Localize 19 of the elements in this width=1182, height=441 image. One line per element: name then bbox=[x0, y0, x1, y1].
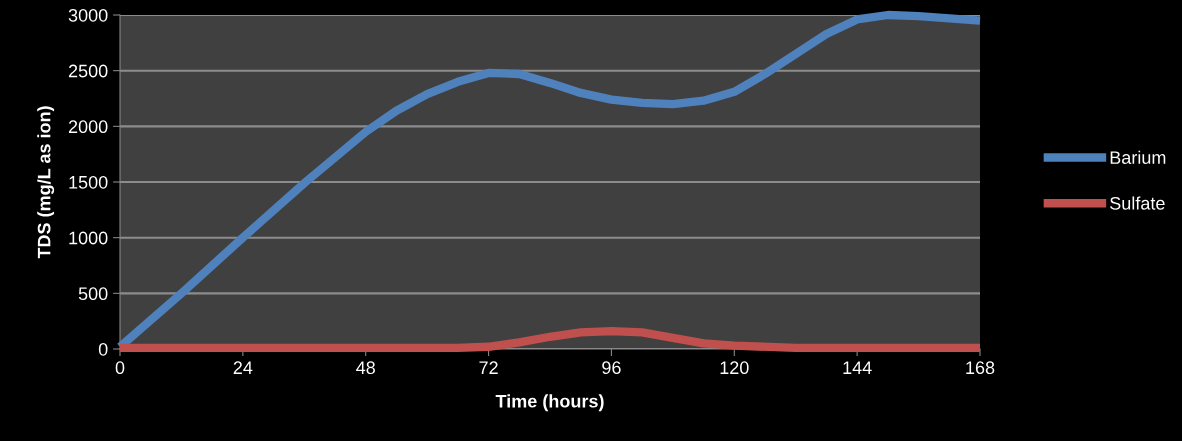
y-tick-label: 1500 bbox=[69, 175, 108, 189]
y-tick-label: 2500 bbox=[68, 64, 108, 78]
legend-label: Sulfate bbox=[1110, 196, 1165, 210]
x-axis-title: Time (hours) bbox=[495, 394, 604, 412]
y-tick-label: 1000 bbox=[69, 231, 108, 245]
x-tick-label: 24 bbox=[233, 361, 253, 374]
y-tick-label: 0 bbox=[98, 342, 108, 356]
x-tick-label: 144 bbox=[843, 361, 872, 374]
legend-label: Barium bbox=[1110, 150, 1166, 164]
x-tick-label: 48 bbox=[356, 361, 375, 375]
y-axis-title: TDS (mg/L as ion) bbox=[37, 106, 55, 259]
x-tick-label: 96 bbox=[602, 361, 621, 375]
y-tick-label: 3000 bbox=[68, 8, 108, 22]
y-tick-label: 500 bbox=[78, 287, 108, 301]
x-tick-label: 72 bbox=[479, 361, 498, 374]
y-tick-label: 2000 bbox=[68, 120, 108, 134]
x-tick-label: 0 bbox=[115, 361, 125, 375]
x-tick-label: 120 bbox=[720, 361, 749, 375]
x-tick-label: 168 bbox=[966, 361, 995, 375]
